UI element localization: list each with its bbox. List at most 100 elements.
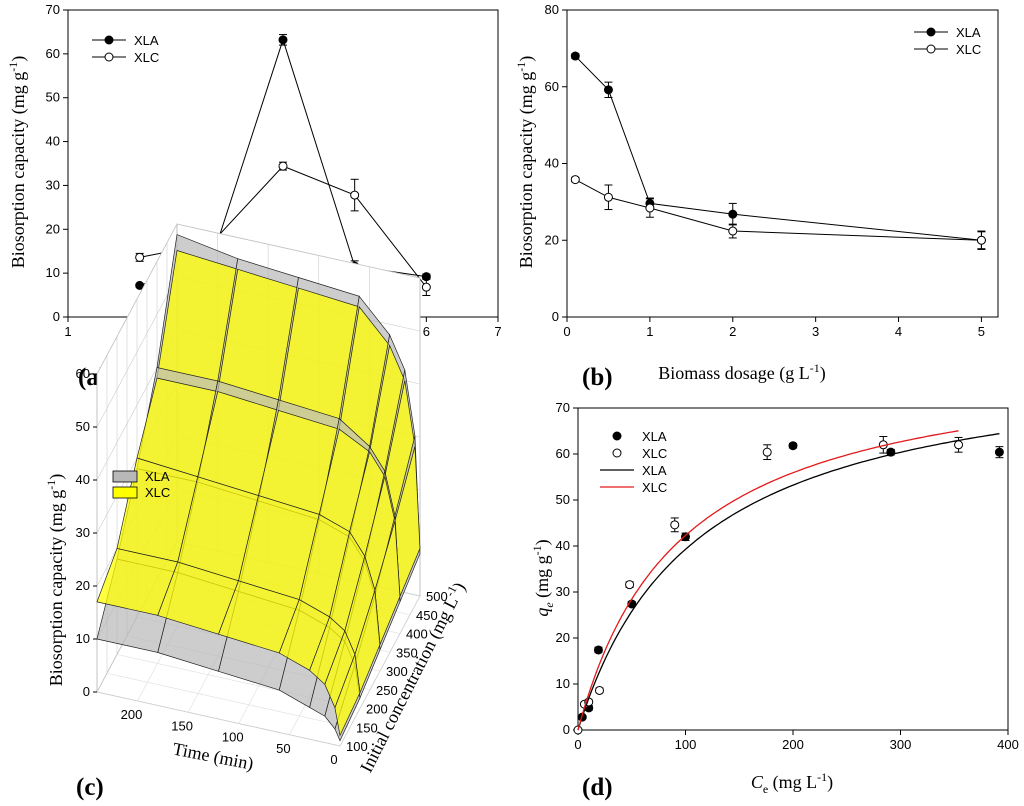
x-tick-label: 6 bbox=[423, 324, 430, 339]
y-tick-label: 10 bbox=[46, 265, 60, 280]
legend-label: XLA bbox=[956, 25, 981, 40]
y-tick-label: 20 bbox=[556, 630, 570, 645]
series-xla-fit bbox=[577, 433, 1000, 731]
panel-b-xlabel: Biomass dosage (g L-1) bbox=[658, 361, 825, 384]
x-tick-label: 0 bbox=[563, 324, 570, 339]
panel-b: 0 1 2 3 4 5 0 20 40 60 80 XLA XLC bbox=[545, 2, 999, 339]
y-tick-label: 20 bbox=[545, 232, 559, 247]
panel-d-ylabel-sup: -1 bbox=[530, 545, 544, 555]
x-tick-label: 7 bbox=[494, 324, 501, 339]
panel-d-xlabel-sup: -1 bbox=[817, 770, 827, 784]
conc-tick-label: 250 bbox=[376, 683, 398, 698]
conc-tick-label: 300 bbox=[386, 664, 408, 679]
z-tick-label: 50 bbox=[76, 419, 90, 434]
legend-label: XLA bbox=[642, 429, 667, 444]
y-tick-label: 40 bbox=[545, 156, 559, 171]
fit-curve bbox=[577, 430, 959, 731]
y-tick-label: 20 bbox=[46, 221, 60, 236]
data-point bbox=[954, 440, 964, 450]
data-point bbox=[625, 580, 635, 590]
x-tick-label: 0 bbox=[574, 737, 581, 752]
legend-swatch-xla bbox=[112, 470, 138, 483]
series-line bbox=[574, 55, 982, 241]
legend-marker bbox=[612, 448, 622, 458]
data-point bbox=[670, 520, 680, 530]
data-point bbox=[728, 226, 738, 236]
panel-d-ylabel: qe (mg g-1) bbox=[530, 539, 556, 616]
data-point bbox=[278, 161, 288, 171]
y-tick-label: 50 bbox=[556, 492, 570, 507]
legend-label: XLA bbox=[642, 463, 667, 478]
x-tick-label: 200 bbox=[782, 737, 804, 752]
data-point bbox=[570, 175, 580, 185]
series-xlc bbox=[570, 175, 986, 250]
legend-marker bbox=[926, 44, 936, 54]
z-tick-label: 60 bbox=[76, 366, 90, 381]
x-tick-label: 4 bbox=[895, 324, 902, 339]
panel-c-z-label-main: Biosorption capacity (mg g bbox=[46, 490, 67, 686]
plot-frame bbox=[566, 9, 999, 318]
series-line bbox=[575, 179, 982, 241]
surface-xlc-patch bbox=[334, 654, 361, 737]
panel-c-z-label-end: ) bbox=[46, 474, 67, 480]
y-tick-label: 40 bbox=[46, 134, 60, 149]
surfaces bbox=[96, 234, 421, 742]
panel-d-ylabel-end: (mg g bbox=[532, 555, 553, 602]
y-tick-label: 30 bbox=[46, 177, 60, 192]
legend-label: XLC bbox=[956, 42, 981, 57]
data-point bbox=[762, 447, 772, 457]
panel-b-ylabel-end: ) bbox=[516, 56, 537, 62]
data-point bbox=[976, 235, 986, 245]
legend-label: XLC bbox=[642, 446, 667, 461]
y-tick-label: 0 bbox=[563, 722, 570, 737]
y-tick-label: 40 bbox=[556, 538, 570, 553]
conc-tick-label: 500 bbox=[426, 589, 448, 604]
legend-label: XLA bbox=[134, 33, 159, 48]
x-tick-label: 300 bbox=[890, 737, 912, 752]
y-tick-label: 70 bbox=[46, 2, 60, 17]
z-tick-label: 20 bbox=[76, 578, 90, 593]
data-point bbox=[135, 252, 145, 262]
data-point bbox=[135, 280, 145, 290]
z-tick-label: 40 bbox=[76, 472, 90, 487]
time-tick-label: 50 bbox=[276, 741, 290, 756]
y-tick-label: 0 bbox=[53, 309, 60, 324]
conc-tick-label: 450 bbox=[416, 608, 438, 623]
conc-tick-label: 200 bbox=[366, 702, 388, 717]
panel-c-z-label-sup: -1 bbox=[44, 480, 58, 490]
fit-curve bbox=[577, 433, 1000, 731]
conc-tick-label: 350 bbox=[396, 645, 418, 660]
panel-a-ylabel-sup: -1 bbox=[6, 62, 20, 72]
data-point bbox=[595, 685, 604, 695]
time-tick-label: 100 bbox=[222, 730, 244, 745]
y-tick-label: 80 bbox=[545, 2, 559, 17]
legend-swatch-xlc bbox=[112, 486, 138, 499]
y-tick-label: 10 bbox=[556, 676, 570, 691]
legend: XLA XLC bbox=[914, 25, 981, 57]
x-tick-label: 1 bbox=[646, 324, 653, 339]
data-point bbox=[278, 35, 288, 45]
data-point bbox=[728, 209, 738, 219]
legend-marker bbox=[612, 431, 622, 441]
data-point bbox=[788, 441, 798, 451]
panel-a-ylabel: Biosorption capacity (mg g-1) bbox=[6, 56, 29, 268]
conc-tick-label: 400 bbox=[406, 627, 428, 642]
x-tick-label: 5 bbox=[978, 324, 985, 339]
y-tick-label: 50 bbox=[46, 90, 60, 105]
panel-d: 0 100 200 300 400 0 10 20 30 40 50 60 70 XLA XLC XLA XLC bbox=[556, 400, 1019, 752]
legend-marker bbox=[104, 35, 114, 45]
panel-a-ylabel-end: ) bbox=[8, 56, 29, 62]
panel-d-ylabel-close: ) bbox=[532, 539, 553, 545]
z-tick-label: 0 bbox=[83, 684, 90, 699]
data-point bbox=[603, 192, 613, 202]
data-point bbox=[681, 532, 690, 542]
data-point bbox=[603, 85, 613, 95]
legend-label: XLC bbox=[145, 485, 170, 500]
series-xla bbox=[570, 51, 986, 250]
data-point bbox=[570, 51, 580, 61]
y-tick-label: 30 bbox=[556, 584, 570, 599]
y-tick-label: 60 bbox=[46, 46, 60, 61]
conc-tick-label: 150 bbox=[356, 720, 378, 735]
